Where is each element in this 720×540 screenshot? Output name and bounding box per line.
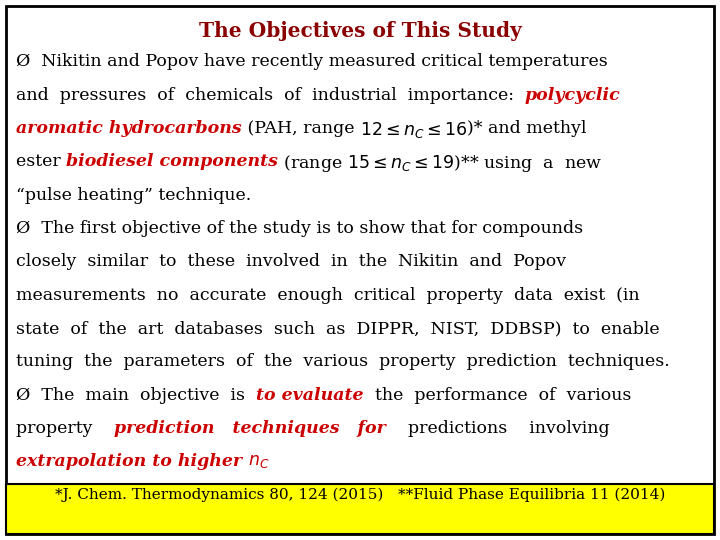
Text: biodiesel components: biodiesel components bbox=[66, 153, 278, 170]
Text: predictions    involving: predictions involving bbox=[386, 420, 610, 437]
Text: Ø  The  main  objective  is: Ø The main objective is bbox=[16, 387, 256, 404]
Text: closely  similar  to  these  involved  in  the  Nikitin  and  Popov: closely similar to these involved in the… bbox=[16, 253, 566, 270]
Text: $12 \leq n_C \leq 16$: $12 \leq n_C \leq 16$ bbox=[359, 120, 467, 140]
Text: Ø  The first objective of the study is to show that for compounds: Ø The first objective of the study is to… bbox=[16, 220, 583, 237]
Text: property: property bbox=[16, 420, 114, 437]
Text: The Objectives of This Study: The Objectives of This Study bbox=[199, 21, 521, 41]
Text: aromatic hydrocarbons: aromatic hydrocarbons bbox=[16, 120, 242, 137]
Text: to evaluate: to evaluate bbox=[256, 387, 364, 404]
Text: prediction   techniques   for: prediction techniques for bbox=[114, 420, 386, 437]
Text: ester: ester bbox=[16, 153, 66, 170]
Text: state  of  the  art  databases  such  as  DIPPR,  NIST,  DDBSP)  to  enable: state of the art databases such as DIPPR… bbox=[16, 320, 660, 337]
Text: Ø  Nikitin and Popov have recently measured critical temperatures: Ø Nikitin and Popov have recently measur… bbox=[16, 53, 608, 70]
Text: “pulse heating” technique.: “pulse heating” technique. bbox=[16, 187, 251, 204]
Text: the  performance  of  various: the performance of various bbox=[364, 387, 631, 404]
Text: measurements  no  accurate  enough  critical  property  data  exist  (in: measurements no accurate enough critical… bbox=[16, 287, 639, 304]
Text: *J. Chem. Thermodynamics 80, 124 (2015)   **Fluid Phase Equilibria 11 (2014): *J. Chem. Thermodynamics 80, 124 (2015) … bbox=[55, 488, 665, 502]
Text: polycyclic: polycyclic bbox=[525, 87, 621, 104]
Text: )* and methyl: )* and methyl bbox=[467, 120, 587, 137]
Text: tuning  the  parameters  of  the  various  property  prediction  techniques.: tuning the parameters of the various pro… bbox=[16, 353, 670, 370]
Bar bbox=[6, 484, 714, 534]
Text: $n_C$: $n_C$ bbox=[248, 453, 269, 470]
Text: extrapolation to higher: extrapolation to higher bbox=[16, 453, 248, 470]
Text: (range $15 \leq n_C \leq 19$)** using  a  new: (range $15 \leq n_C \leq 19$)** using a … bbox=[278, 153, 603, 174]
Text: (PAH, range: (PAH, range bbox=[242, 120, 359, 137]
Text: and  pressures  of  chemicals  of  industrial  importance:: and pressures of chemicals of industrial… bbox=[16, 87, 525, 104]
